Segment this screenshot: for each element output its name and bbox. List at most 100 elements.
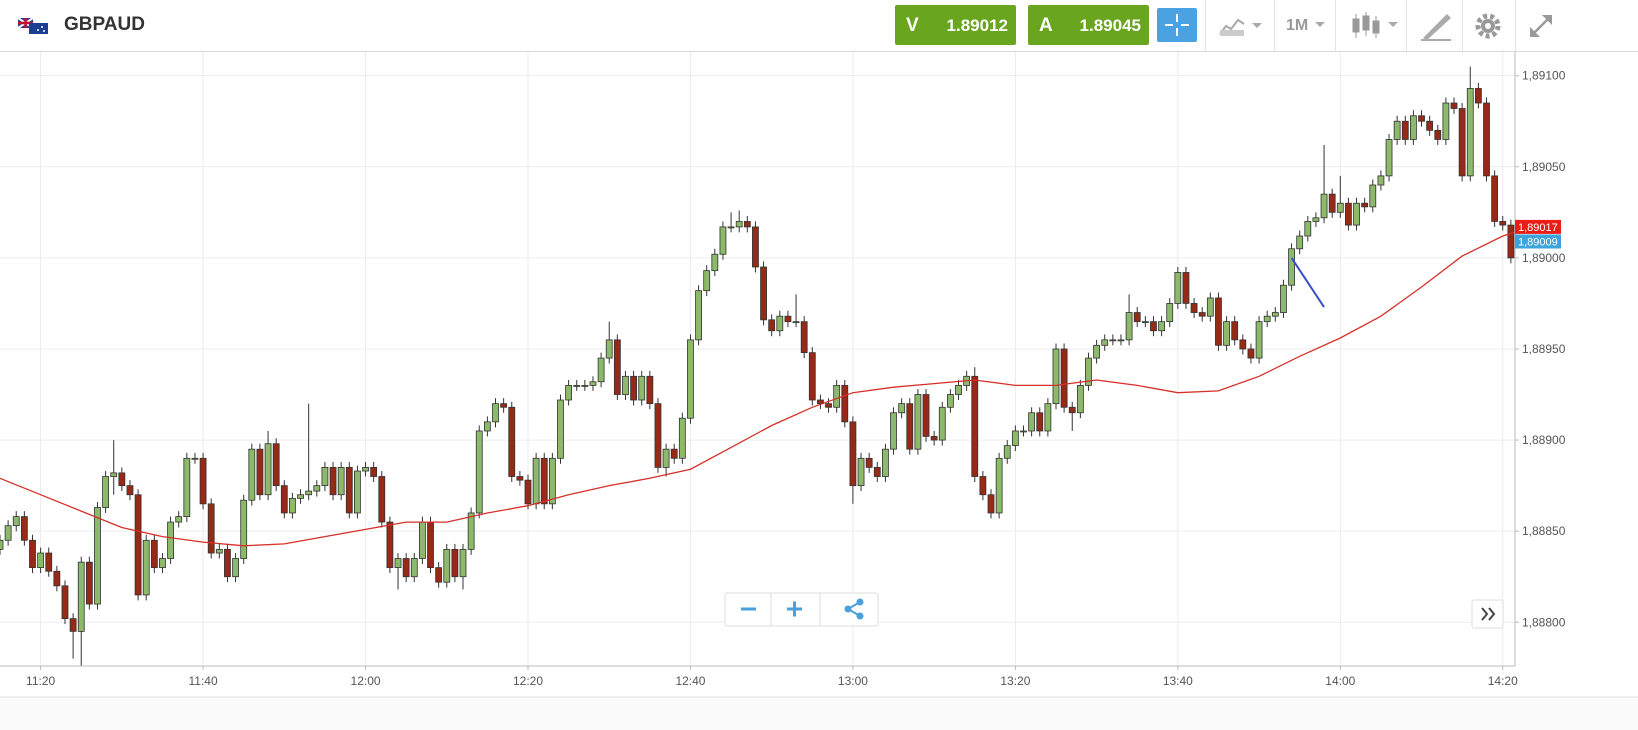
candle-body: [1304, 221, 1312, 237]
scroll-right-button[interactable]: [1471, 599, 1504, 629]
candle-body: [1345, 202, 1352, 226]
share-button[interactable]: [844, 598, 864, 620]
candle-body: [930, 436, 938, 441]
candle-body: [630, 375, 637, 401]
candle-body: [882, 448, 889, 477]
x-tick-label: 14:00: [1325, 674, 1355, 688]
candle-body: [548, 457, 556, 505]
candle-body: [1028, 412, 1036, 432]
interval-button[interactable]: [1274, 0, 1335, 51]
candle-body: [670, 448, 678, 459]
candle-body: [492, 403, 499, 423]
candle-body: [914, 394, 922, 450]
candle-body: [362, 467, 369, 472]
candle-body: [727, 226, 735, 229]
candle-body: [1093, 344, 1101, 359]
candle-body: [979, 476, 987, 496]
candle-body: [378, 476, 386, 523]
y-tick-label: 1,89000: [1522, 251, 1566, 265]
price-marker-label: 1,89017: [1518, 222, 1558, 234]
candle-body: [467, 512, 475, 550]
chart-type-button[interactable]: [1205, 0, 1274, 51]
candle-body: [1239, 339, 1247, 350]
candle-body: [0, 539, 4, 550]
candle-body: [1393, 120, 1401, 140]
candle-body: [1336, 202, 1344, 213]
x-tick-label: 11:20: [26, 674, 55, 688]
candle-body: [1117, 339, 1125, 342]
plot-area: [0, 66, 1515, 666]
candle-body: [768, 319, 776, 332]
candle-body: [760, 266, 767, 321]
candle-body: [833, 385, 841, 408]
candle-body: [1133, 312, 1141, 323]
candle-body: [443, 548, 451, 583]
candle-body: [1507, 224, 1515, 259]
zoom-in-button[interactable]: [787, 601, 802, 617]
candle-body: [703, 270, 711, 292]
candle-body: [150, 539, 158, 569]
candle-body: [922, 394, 930, 437]
candle-body: [540, 457, 548, 505]
candle-body: [597, 357, 605, 383]
candle-body: [1296, 235, 1304, 250]
buy-button[interactable]: A 1.89045: [1028, 5, 1149, 45]
moving-average: [0, 231, 1515, 547]
candle-body: [1158, 321, 1165, 332]
candle-body: [142, 539, 150, 596]
candle-body: [808, 352, 816, 401]
y-tick-label: 1,88800: [1522, 615, 1566, 629]
symbol: GBPAUD: [64, 14, 145, 35]
draw-button[interactable]: [1406, 0, 1462, 51]
candle-body: [938, 406, 946, 441]
price-marker: [1515, 234, 1561, 249]
candle-body: [215, 548, 223, 554]
candle-body: [272, 443, 280, 487]
x-tick-label: 12:00: [351, 674, 381, 688]
candle-body: [354, 470, 361, 514]
settings-button[interactable]: [1462, 0, 1515, 51]
candle-body: [524, 479, 532, 505]
candle-style-button[interactable]: [1335, 0, 1406, 51]
candle-body: [516, 476, 524, 481]
candle-body: [589, 381, 597, 386]
candle-body: [1247, 348, 1255, 359]
trend-line: [1290, 257, 1325, 308]
candle-body: [264, 443, 272, 496]
candle-body: [898, 403, 906, 414]
candle-body: [687, 339, 694, 419]
candle-body: [1271, 312, 1279, 317]
candle-body: [224, 548, 231, 578]
candle-body: [1418, 115, 1425, 122]
candle-body: [85, 561, 93, 605]
sell-button[interactable]: V 1.89012: [895, 5, 1016, 45]
candle-body: [1036, 412, 1044, 432]
candle-body: [1198, 312, 1206, 317]
candle-body: [207, 503, 215, 554]
axes: 1,88800 1,88850 1,88900 1,88950 1,89000 1,890…: [26, 69, 1566, 688]
candle-body: [321, 467, 329, 487]
candle-body: [1076, 385, 1084, 414]
candle-body: [646, 375, 654, 405]
candle-body: [857, 457, 865, 487]
crosshair-button[interactable]: [1157, 8, 1197, 42]
candle-style-icon: [1352, 12, 1398, 38]
candle-body: [1401, 120, 1409, 140]
candle-body: [1434, 129, 1442, 140]
candle-body: [94, 507, 101, 605]
candle-body: [475, 430, 483, 514]
candle-body: [1060, 348, 1068, 408]
fullscreen-button[interactable]: [1515, 0, 1566, 51]
candle-body: [1458, 108, 1466, 177]
candle-body: [159, 558, 166, 569]
candle-body: [1206, 297, 1214, 317]
candle-body: [45, 552, 53, 572]
buy-label: A: [1039, 15, 1053, 36]
candle-body: [1474, 88, 1482, 104]
candle-body: [435, 567, 443, 583]
candle-body: [605, 339, 613, 359]
x-tick-label: 11:40: [189, 674, 218, 688]
candle-body: [1085, 357, 1092, 386]
candle-body: [386, 521, 394, 569]
